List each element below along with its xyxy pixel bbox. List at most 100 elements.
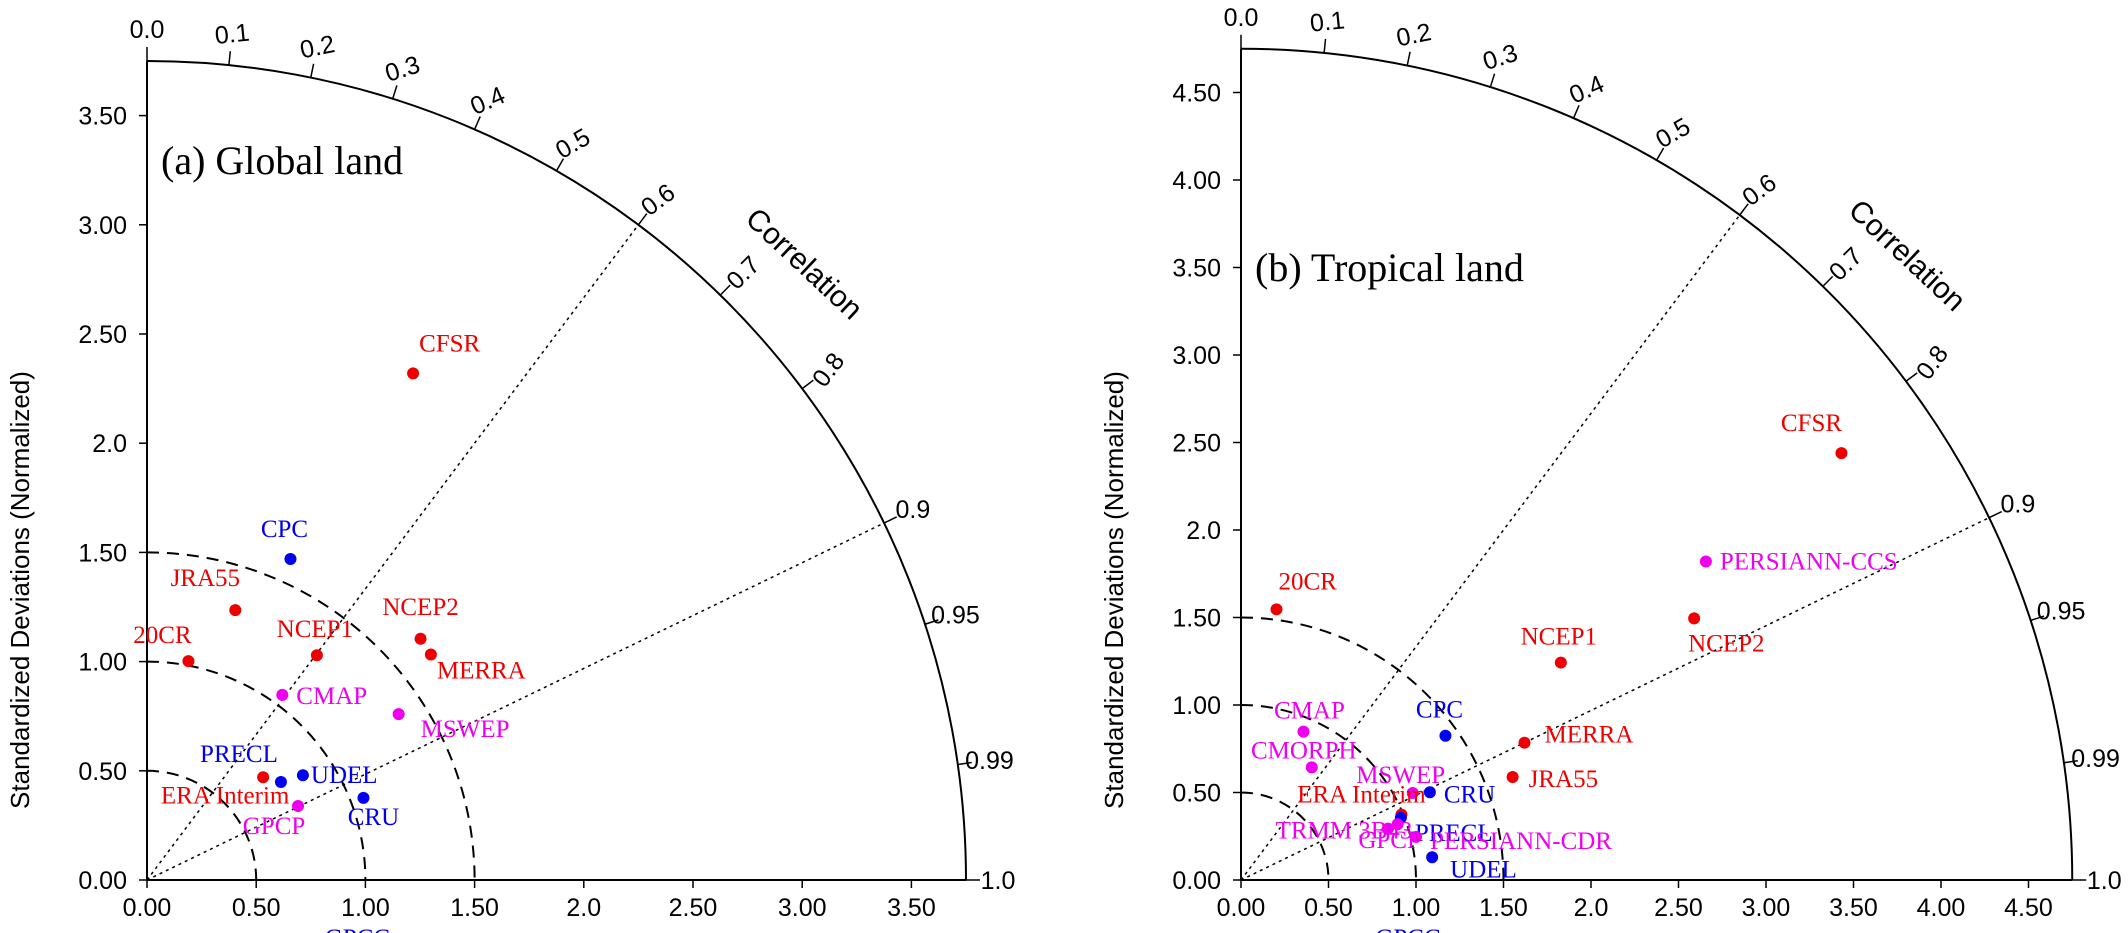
point-merra [1518,736,1531,749]
corr-tick-mark [883,516,898,524]
corr-tick-mark [1739,203,1749,216]
corr-tick-mark [555,158,565,172]
point-cpc [1439,729,1452,742]
point-mswep [1406,786,1419,799]
corr-tick-label: 0.6 [636,178,681,221]
point-cfsr [1835,447,1848,460]
corr-tick-label: 0.3 [382,51,424,88]
sd-circle [1240,791,1330,881]
point-label-cmap: CMAP [296,683,367,710]
x-tick-label: 2.50 [1654,894,1703,922]
point-udel [1426,851,1439,864]
point-label-persiann-cdr: PERSIANN-CDR [1430,828,1612,855]
y-tick-label: 0.00 [1172,867,1221,895]
corr-tick-mark [801,379,814,390]
y-tick-label: 1.00 [1172,692,1221,720]
corr-tick-mark [1655,147,1665,161]
point-20cr [182,655,195,668]
x-tick-label: 4.00 [1917,894,1966,922]
point-gpcp [292,800,305,813]
point-ncep2 [414,632,427,645]
point-label-precl: PRECL [1415,820,1493,847]
x-tick-label: 2.0 [566,894,601,922]
x-tick-label: 3.00 [1742,894,1791,922]
point-label-cru: CRU [1444,781,1495,808]
y-tick-label: 1.00 [78,649,127,677]
point-label-cfsr: CFSR [419,330,480,357]
point-label-ncep1: NCEP1 [1521,624,1597,651]
point-gpcp [1391,818,1404,831]
corr-tick-label: 1.0 [981,867,1016,895]
y-tick-label: 0.00 [78,867,127,895]
x-tick-label: 3.50 [1829,894,1878,922]
point-merra [424,648,437,661]
y-tick-label: 3.00 [1172,342,1221,370]
point-era-interim [257,771,270,784]
corr-tick-mark [1905,372,1918,382]
point-label-gpcp: GPCP [1358,827,1421,854]
corr-tick-mark [1489,73,1496,88]
point-label-mswep: MSWEP [421,716,510,743]
corr-tick-mark [719,284,731,296]
y-axis-title: Standardized Deviations (Normalized) [1099,371,1129,809]
y-tick-label: 0.50 [78,758,127,786]
corr-tick-mark [1822,275,1834,287]
point-ncep2 [1688,612,1701,625]
corr-tick-label: 0.8 [807,348,850,393]
point-label-mswep: MSWEP [1356,762,1445,789]
corr-tick-label: 0.95 [931,601,980,629]
point-label-cru: CRU [348,804,399,831]
corr-tick-mark [1988,510,2003,519]
point-20cr [1270,603,1283,616]
x-tick-label: 0.50 [232,894,281,922]
x-tick-label: 0.00 [1217,894,1266,922]
corr-tick-mark [1406,51,1411,66]
point-label-era-interim: ERA Interim [1297,782,1426,809]
correlation-arc [146,60,967,881]
corr-tick-label: 0.1 [1309,6,1346,37]
corr-tick-mark [924,619,939,625]
point-cmorph [1305,761,1318,774]
x-tick-label: 2.0 [1574,894,1609,922]
point-label-cpc: CPC [261,516,308,543]
sd-circle [1240,616,1505,881]
point-cru [1423,786,1436,799]
x-tick-label: 1.50 [1479,894,1528,922]
point-jra55 [1506,770,1519,783]
corr-ray-0-9 [1240,516,1990,881]
corr-tick-mark [1572,105,1580,119]
corr-tick-label: 0.6 [1737,169,1782,212]
corr-tick-label: 0.9 [2001,491,2036,519]
corr-tick-mark [637,213,648,226]
point-persiann-cdr [1410,830,1423,843]
y-tick-label: 3.00 [78,212,127,240]
y-tick-label: 2.0 [1186,517,1221,545]
corr-tick-label: 0.9 [896,496,931,524]
corr-tick-mark [2030,615,2045,622]
taylor-panel-tropical-land: 0.00 0.50 1.00 1.50 2.0 2.50 3.00 3.50 4.00 4.50 0… [1099,4,2122,933]
corr-tick-label: 0.2 [1394,18,1434,52]
corr-tick-label: 0.8 [1911,340,1954,385]
y-tick-label: 4.00 [1172,167,1221,195]
point-mswep [392,708,405,721]
point-ncep1 [1554,656,1567,669]
point-cmap [1297,725,1310,738]
corr-tick-label: 0.1 [214,19,251,50]
point-label-merra: MERRA [1545,722,1634,749]
point-label-jra55: JRA55 [1529,766,1598,793]
corr-tick-label: 0.95 [2037,597,2086,625]
point-label-cfsr: CFSR [1781,410,1842,437]
correlation-arc [1240,47,2074,881]
point-jra55 [229,604,242,617]
corr-tick-mark [228,51,232,66]
y-tick-label: 4.50 [1172,80,1221,108]
point-label-cpc: CPC [1416,697,1463,724]
corr-tick-mark [473,116,481,130]
sd-circle [146,660,367,881]
point-label-ncep2: NCEP2 [382,594,458,621]
y-tick-label: 2.0 [92,430,127,458]
point-cpc [284,552,297,565]
y-tick-label: 0.50 [1172,780,1221,808]
corr-tick-label: 0.5 [551,123,595,165]
corr-tick-label: 0.5 [1651,112,1695,154]
